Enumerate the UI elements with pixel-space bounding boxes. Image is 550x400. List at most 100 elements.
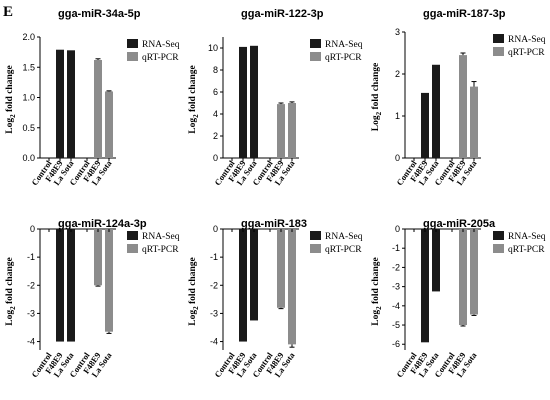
chart-panel: gga-miR-205a Log2 fold change 0 -1 -2 -3 -4 -5 -… xyxy=(371,218,546,379)
y-axis-label: Log2 fold change xyxy=(188,65,200,133)
y-tick-label: -1 xyxy=(392,243,400,253)
y-tick-label: -1 xyxy=(27,252,35,262)
legend-swatch-qrt-pcr xyxy=(127,244,138,253)
bar xyxy=(250,229,258,321)
chart-panel: gga-miR-34a-5p Log2 fold change 0.0 0.5 1.0 1… xyxy=(5,8,180,187)
y-axis-label-prefix: Log xyxy=(371,115,381,131)
bar xyxy=(239,46,247,158)
y-axis-label: Log2 fold change xyxy=(371,63,383,131)
y-tick-label: 0 xyxy=(30,224,35,234)
y-tick-label: -2 xyxy=(27,280,35,290)
y-axis-label-suffix: fold change xyxy=(371,257,381,306)
bar xyxy=(288,229,296,345)
y-tick-label: -3 xyxy=(27,308,35,318)
legend-label-qrt-pcr: qRT-PCR xyxy=(325,245,362,255)
bar xyxy=(277,229,285,308)
y-axis-label-prefix: Log xyxy=(5,118,15,134)
legend-swatch-qrt-pcr xyxy=(127,52,138,61)
y-tick-label: 0 xyxy=(395,224,400,234)
bar xyxy=(432,229,440,292)
bar xyxy=(67,50,75,159)
legend-label-rna-seq: RNA-Seq xyxy=(325,232,363,242)
bar xyxy=(432,64,440,158)
y-axis-label-prefix: Log xyxy=(5,310,15,326)
legend-swatch-rna-seq xyxy=(493,34,504,43)
y-tick-label: 1 xyxy=(395,111,400,121)
bar xyxy=(459,229,467,326)
legend-label-rna-seq: RNA-Seq xyxy=(142,232,180,242)
y-axis-label-prefix: Log xyxy=(188,118,198,134)
bar xyxy=(239,229,247,342)
chart-title: gga-miR-34a-5p xyxy=(58,8,141,20)
y-axis-label-subscript: 2 xyxy=(375,111,383,115)
y-tick-label: 0.0 xyxy=(22,153,35,163)
bar xyxy=(277,104,285,158)
y-tick-label: -2 xyxy=(210,280,218,290)
legend-label-qrt-pcr: qRT-PCR xyxy=(508,245,545,255)
y-axis-label-subscript: 2 xyxy=(9,114,17,118)
y-tick-label: -4 xyxy=(27,337,35,347)
bar xyxy=(421,229,429,343)
bar xyxy=(94,229,102,286)
y-tick-label: 10 xyxy=(208,43,218,53)
y-tick-label: 6 xyxy=(213,87,218,97)
y-tick-label: -4 xyxy=(392,301,400,311)
bar xyxy=(67,229,75,342)
legend-swatch-qrt-pcr xyxy=(310,52,321,61)
y-axis-label-subscript: 2 xyxy=(9,306,17,310)
bar xyxy=(56,49,64,158)
y-axis-label-suffix: fold change xyxy=(5,65,15,114)
y-tick-label: 0 xyxy=(395,153,400,163)
bar xyxy=(288,103,296,158)
y-axis-label-prefix: Log xyxy=(188,310,198,326)
y-tick-label: 0 xyxy=(213,153,218,163)
bar xyxy=(105,229,113,332)
legend-label-rna-seq: RNA-Seq xyxy=(325,40,363,50)
y-tick-label: 8 xyxy=(213,65,218,75)
legend-swatch-qrt-pcr xyxy=(493,47,504,56)
y-axis-label-subscript: 2 xyxy=(192,306,200,310)
y-axis-label-subscript: 2 xyxy=(192,114,200,118)
y-axis-label-suffix: fold change xyxy=(188,65,198,114)
legend-swatch-qrt-pcr xyxy=(493,244,504,253)
y-axis-label: Log2 fold change xyxy=(188,257,200,325)
bar xyxy=(421,92,429,158)
y-tick-label: -3 xyxy=(392,282,400,292)
bar xyxy=(250,45,258,158)
chart-panel: gga-miR-124a-3p Log2 fold change 0 -1 -2 -3 -4… xyxy=(5,218,180,379)
legend-label-qrt-pcr: qRT-PCR xyxy=(142,245,179,255)
legend-swatch-rna-seq xyxy=(493,231,504,240)
y-tick-label: 2 xyxy=(213,131,218,141)
y-tick-label: 1.5 xyxy=(22,62,35,72)
y-axis-label: Log2 fold change xyxy=(5,257,17,325)
bar xyxy=(105,91,113,158)
y-tick-label: -4 xyxy=(210,337,218,347)
y-axis-label-subscript: 2 xyxy=(375,306,383,310)
bar xyxy=(56,229,64,342)
chart-title: gga-miR-187-3p xyxy=(423,8,506,20)
y-tick-label: 2.0 xyxy=(22,32,35,42)
chart-title: gga-miR-122-3p xyxy=(241,8,324,20)
chart-title: gga-miR-205a xyxy=(423,218,496,230)
panel-letter: E xyxy=(3,4,13,20)
legend-label-rna-seq: RNA-Seq xyxy=(142,40,180,50)
legend-swatch-rna-seq xyxy=(127,39,138,48)
y-tick-label: 0 xyxy=(213,224,218,234)
legend-label-qrt-pcr: qRT-PCR xyxy=(508,48,545,58)
y-tick-label: -6 xyxy=(392,339,400,349)
y-tick-label: -2 xyxy=(392,262,400,272)
y-tick-label: -3 xyxy=(210,308,218,318)
y-tick-label: 4 xyxy=(213,109,218,119)
y-tick-label: 1.0 xyxy=(22,93,35,103)
legend-label-rna-seq: RNA-Seq xyxy=(508,232,546,242)
y-tick-label: 3 xyxy=(395,27,400,37)
chart-title: gga-miR-124a-3p xyxy=(58,218,147,230)
y-tick-label: -1 xyxy=(210,252,218,262)
y-axis-label-suffix: fold change xyxy=(371,63,381,112)
y-axis-label: Log2 fold change xyxy=(371,257,383,325)
legend-swatch-rna-seq xyxy=(310,231,321,240)
